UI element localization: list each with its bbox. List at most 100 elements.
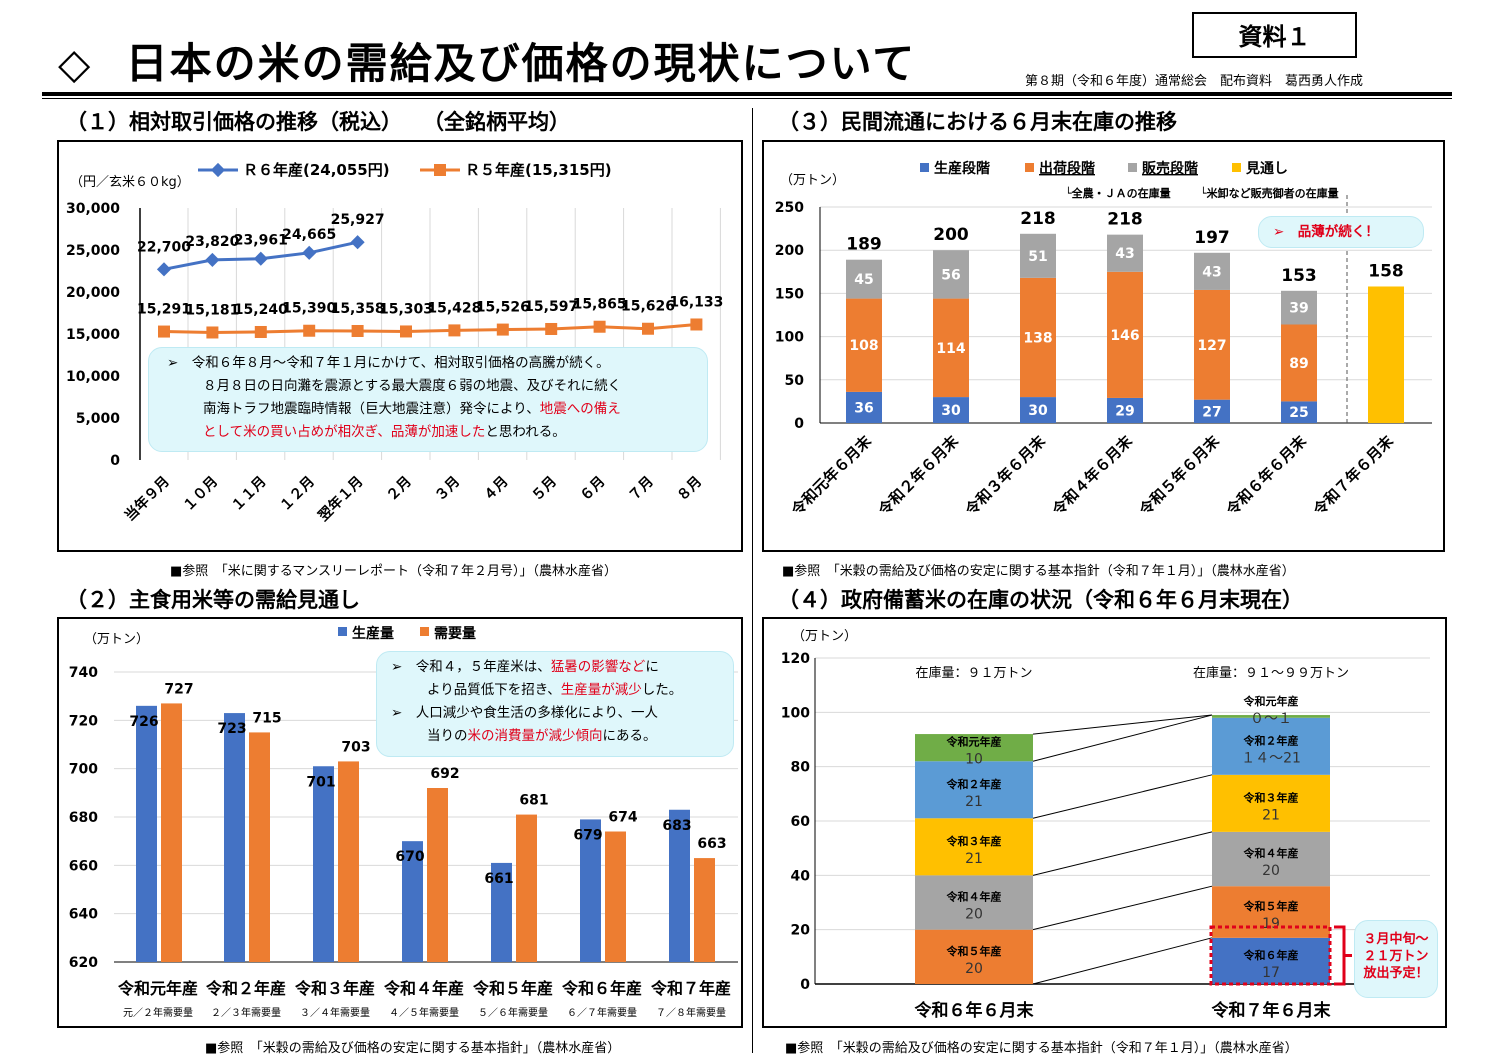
- bar: [161, 703, 182, 962]
- data-label: 701: [306, 774, 335, 790]
- data-label: 23,961: [234, 233, 288, 249]
- callout-line: ３月中旬～: [1363, 932, 1429, 947]
- data-label: 674: [608, 810, 637, 826]
- x-subtick-label: ５／６年需要量: [478, 1006, 548, 1019]
- data-label: 23,820: [185, 234, 239, 250]
- legend-swatch: [1232, 163, 1241, 172]
- data-point: [593, 320, 606, 333]
- note-highlight: 猛暑の影響など: [550, 659, 646, 675]
- y-tick-label: 0: [110, 453, 120, 469]
- x-tick-label: 令和７年産: [650, 979, 731, 998]
- bar-segment: [933, 298, 969, 398]
- x-tick-label: 令和５年産: [472, 979, 553, 998]
- segment-label: 43: [1202, 264, 1221, 280]
- segment-label: 30: [941, 403, 961, 419]
- x-tick-label: 令和７年６月末: [1310, 431, 1398, 519]
- callout-line: 放出予定！: [1363, 966, 1429, 981]
- connector-line: [1032, 937, 1213, 985]
- total-label: 218: [1107, 210, 1143, 230]
- data-point: [448, 324, 461, 337]
- note-line: ➢ 人口減少や食生活の多様化により、一人: [391, 705, 659, 721]
- segment-label: 146: [1110, 328, 1139, 344]
- bar-segment: [1281, 324, 1317, 402]
- segment-name: 令和３年産: [1243, 790, 1299, 804]
- bar: [402, 841, 423, 962]
- data-point: [350, 235, 365, 250]
- subtitle: 第８期（令和６年度）通常総会 配布資料 葛西勇人作成: [1025, 74, 1364, 89]
- bar: [313, 766, 334, 962]
- y-tick-label: 150: [775, 286, 804, 302]
- y-tick-label: 25,000: [66, 243, 120, 259]
- segment-name: 令和２年産: [1243, 733, 1299, 747]
- price-note: ➢ 令和６年８月～令和７年１月にかけて、相対取引価格の高騰が続く。 ８月８日の日…: [148, 347, 708, 452]
- x-subtick-label: ７／８年需要量: [656, 1006, 726, 1019]
- header-rule-thin: [42, 98, 1452, 99]
- segment-label: 114: [936, 341, 965, 357]
- reference-supply: ■参照 「米穀の需給及び価格の安定に関する基本指針」（農林水産省）: [205, 1041, 621, 1056]
- legend-marker: [434, 164, 446, 176]
- y-tick-label: 20,000: [66, 285, 120, 301]
- segment-label: 89: [1289, 356, 1308, 372]
- note-line: と思われる。: [485, 424, 566, 440]
- note-highlight: 地震への備え: [539, 401, 621, 417]
- segment-name: 令和４年産: [946, 890, 1002, 904]
- legend-swatch: [920, 163, 929, 172]
- bracket-icon: [1334, 925, 1352, 986]
- connector-line: [1032, 714, 1213, 735]
- data-label: 24,665: [282, 227, 336, 243]
- callout-text: ➢ 品薄が続く！: [1273, 224, 1379, 240]
- y-tick-label: 250: [775, 200, 804, 216]
- data-point: [642, 322, 654, 335]
- legend-label: 販売段階: [1142, 160, 1198, 177]
- release-highlight: [1209, 925, 1332, 986]
- data-point: [496, 323, 509, 336]
- data-label: 15,240: [234, 302, 288, 318]
- legend-note: └米卸など販売御者の在庫量: [1200, 186, 1339, 200]
- y-axis-unit: （万トン）: [84, 632, 149, 647]
- bar-segment: [1107, 234, 1143, 272]
- data-label: 15,181: [185, 302, 239, 318]
- x-tick-label: ４月: [481, 474, 512, 505]
- data-label: 726: [129, 714, 158, 730]
- bar: [136, 705, 157, 962]
- stack-segment: [1212, 715, 1330, 718]
- note-line: ➢ 令和４，５年産米は、: [391, 659, 551, 675]
- segment-label: 127: [1197, 338, 1226, 354]
- legend-swatch: [1025, 163, 1034, 172]
- bar: [249, 732, 270, 962]
- x-tick-label: １２月: [277, 474, 318, 515]
- price-panel: [57, 140, 743, 552]
- y-tick-label: 100: [775, 330, 804, 346]
- connector-line: [1032, 714, 1213, 762]
- note-line: 南海トラフ地震臨時情報（巨大地震注意）発令により、: [203, 401, 540, 417]
- legend-label: 生産段階: [934, 160, 990, 177]
- segment-value: 20: [965, 907, 983, 923]
- bar-segment: [1020, 277, 1056, 398]
- stack-segment: [915, 929, 1033, 984]
- reference-inventory: ■参照 「米穀の需給及び価格の安定に関する基本指針（令和７年１月）」（農林水産省…: [782, 564, 1295, 579]
- bar: [694, 858, 715, 962]
- supply-panel: [57, 617, 743, 1028]
- bar-segment: [1194, 289, 1230, 400]
- data-label: 683: [662, 818, 691, 834]
- data-point: [158, 325, 170, 338]
- x-tick-label: 令和４年産: [383, 979, 464, 998]
- data-label: 15,626: [621, 299, 675, 315]
- connector-line: [1032, 774, 1213, 819]
- y-tick-label: 5,000: [76, 411, 121, 427]
- total-label: 158: [1368, 261, 1404, 281]
- segment-name: 令和２年産: [946, 777, 1002, 791]
- x-tick-label: 令和３年産: [294, 979, 375, 998]
- segment-label: 29: [1115, 403, 1134, 419]
- y-tick-label: 660: [69, 858, 98, 874]
- segment-value: 21: [965, 851, 983, 867]
- x-tick-label: 令和４年６月末: [1049, 431, 1137, 519]
- data-label: 723: [217, 721, 246, 737]
- data-label: 16,133: [669, 294, 723, 310]
- note-line: 当りの: [427, 728, 468, 744]
- header-rule: [42, 92, 1452, 96]
- segment-label: 51: [1028, 249, 1047, 265]
- x-tick-label: 令和３年６月末: [962, 431, 1050, 519]
- bar: [516, 814, 537, 962]
